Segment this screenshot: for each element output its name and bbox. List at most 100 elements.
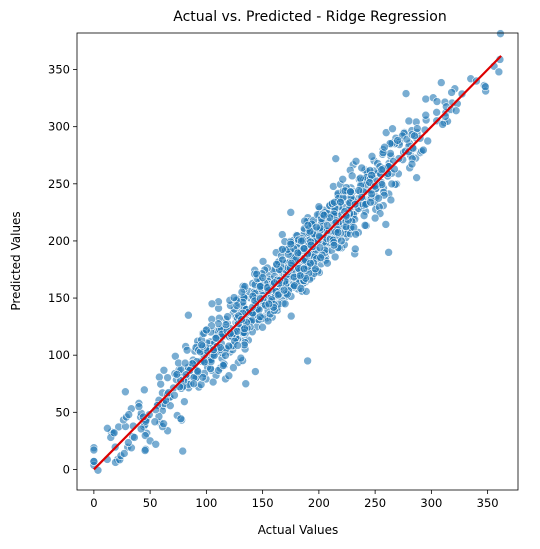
scatter-point <box>109 428 119 438</box>
x-tick-label: 200 <box>308 496 330 510</box>
scatter-point <box>278 255 287 265</box>
scatter-point <box>255 282 265 291</box>
scatter-point <box>121 387 130 397</box>
scatter-point <box>370 213 380 223</box>
scatter-point <box>119 449 129 458</box>
scatter-point <box>193 367 203 376</box>
x-tick-label: 150 <box>252 496 274 510</box>
scatter-point <box>419 145 428 155</box>
scatter-point <box>258 257 268 266</box>
scatter-point <box>380 142 389 152</box>
scatter-point <box>103 424 112 433</box>
scatter-point <box>180 358 190 368</box>
scatter-point <box>229 363 238 372</box>
scatter-point <box>229 293 239 302</box>
scatter-point <box>170 390 179 400</box>
scatter-point <box>296 284 306 293</box>
scatter-point <box>136 424 146 434</box>
scatter-point <box>299 264 309 274</box>
x-tick-label: 0 <box>90 496 97 510</box>
scatter-point <box>140 446 150 455</box>
scatter-point <box>438 120 447 129</box>
scatter-point <box>264 299 274 309</box>
scatter-point <box>255 312 265 322</box>
scatter-point <box>333 228 343 237</box>
scatter-point <box>286 258 296 268</box>
scatter-point <box>237 287 247 297</box>
scatter-point <box>337 236 346 246</box>
scatter-point <box>323 258 332 268</box>
scatter-point <box>303 220 313 230</box>
scatter-point <box>404 116 414 126</box>
scatter-point <box>196 380 206 389</box>
scatter-point <box>360 221 370 230</box>
scatter-point <box>251 367 260 376</box>
scatter-point <box>351 229 360 239</box>
scatter-point <box>421 94 431 104</box>
scatter-point <box>312 222 321 232</box>
scatter-point <box>359 211 369 220</box>
y-tick-label: 250 <box>48 177 70 191</box>
scatter-point <box>338 174 348 184</box>
scatter-point <box>412 173 421 182</box>
y-tick-label: 350 <box>48 63 70 77</box>
y-tick-label: 100 <box>48 348 70 362</box>
scatter-point <box>286 311 296 321</box>
scatter-point <box>172 370 182 379</box>
scatter-point <box>241 379 251 389</box>
scatter-point <box>386 195 396 205</box>
scatter-point <box>374 193 383 203</box>
scatter-point <box>272 259 281 269</box>
scatter-point <box>351 156 361 166</box>
scatter-point <box>357 163 367 173</box>
scatter-point <box>436 78 446 87</box>
scatter-point <box>315 243 325 253</box>
scatter-point <box>481 82 490 91</box>
scatter-point <box>159 419 168 429</box>
scatter-point <box>209 345 218 355</box>
scatter-point <box>316 253 325 262</box>
scatter-point <box>495 55 505 64</box>
scatter-point <box>159 365 169 375</box>
scatter-point <box>366 198 375 207</box>
scatter-point <box>256 294 265 303</box>
scatter-point <box>407 159 417 169</box>
scatter-point <box>432 108 441 117</box>
scatter-point <box>319 210 329 220</box>
points-layer <box>89 29 505 475</box>
reference-line <box>93 55 502 471</box>
y-tick-label: 200 <box>48 234 70 248</box>
scatter-point <box>494 67 504 77</box>
scatter-point <box>236 353 246 363</box>
scatter-point <box>211 333 221 343</box>
reference-line-layer <box>93 55 502 471</box>
scatter-point <box>421 110 431 120</box>
scatter-point <box>447 88 456 97</box>
scatter-point <box>140 431 150 440</box>
scatter-point <box>130 433 139 442</box>
scatter-point <box>202 325 211 335</box>
scatter-point <box>134 402 144 411</box>
scatter-point <box>258 273 267 282</box>
scatter-point <box>384 248 393 257</box>
scatter-point <box>279 285 289 295</box>
scatter-point <box>140 385 149 395</box>
scatter-point <box>286 208 296 217</box>
scatter-point <box>350 244 360 254</box>
scatter-point <box>496 29 505 38</box>
scatter-point <box>393 136 402 145</box>
scatter-point <box>306 258 315 268</box>
scatter-point <box>223 312 232 321</box>
scatter-point <box>347 171 357 181</box>
scatter-point <box>401 89 411 98</box>
scatter-point <box>314 202 324 211</box>
x-tick-label: 250 <box>364 496 386 510</box>
scatter-point <box>224 341 234 351</box>
scatter-point <box>89 445 99 455</box>
scatter-point <box>221 351 230 360</box>
scatter-point <box>432 97 442 106</box>
scatter-point <box>303 356 312 366</box>
scatter-point <box>387 179 397 189</box>
